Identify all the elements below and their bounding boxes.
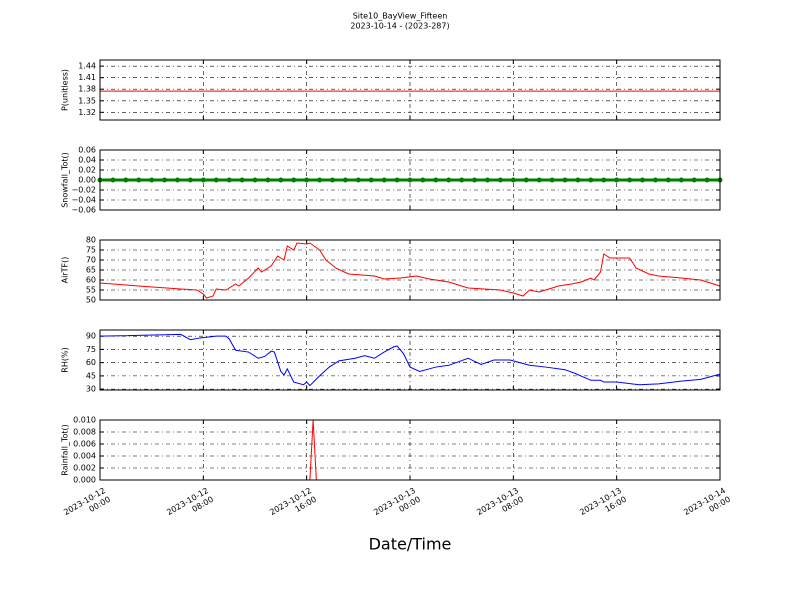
y-tick-label: 55 — [86, 286, 96, 295]
data-point — [485, 177, 490, 183]
data-point — [549, 177, 555, 183]
data-point — [136, 177, 142, 183]
y-tick-label: 0.004 — [73, 452, 96, 461]
y-tick-label: 75 — [86, 246, 96, 255]
data-line — [99, 333, 721, 387]
y-tick-label: 1.35 — [78, 96, 96, 105]
data-point — [175, 177, 180, 183]
data-point — [588, 177, 594, 183]
data-point — [368, 177, 374, 183]
y-axis-label: Snowfall_Tot() — [61, 152, 70, 208]
data-point — [123, 177, 129, 183]
data-point — [213, 177, 219, 183]
data-point — [497, 177, 503, 183]
y-tick-label: 75 — [86, 345, 96, 354]
data-point — [420, 177, 426, 183]
data-point — [317, 177, 323, 183]
data-point — [652, 177, 658, 183]
data-point — [627, 177, 633, 183]
y-axis-label: P(unitless) — [61, 69, 70, 111]
y-tick-label: 0.008 — [73, 428, 96, 437]
data-point — [239, 177, 245, 183]
y-tick-label: 1.44 — [78, 62, 96, 71]
y-tick-label: 0.002 — [73, 464, 96, 473]
data-point — [433, 177, 439, 183]
data-point — [187, 177, 193, 183]
y-tick-label: 60 — [86, 358, 96, 367]
data-point — [459, 177, 465, 183]
data-point — [640, 177, 645, 183]
data-point — [381, 177, 387, 183]
plot-frame — [99, 149, 721, 211]
plot-frame — [99, 239, 721, 301]
y-tick-label: 65 — [86, 266, 96, 275]
data-point — [575, 177, 581, 183]
y-tick-label: 30 — [86, 385, 96, 394]
data-point — [446, 177, 452, 183]
data-point — [704, 177, 710, 183]
data-point — [291, 177, 297, 183]
data-point — [665, 177, 671, 183]
y-tick-label: 70 — [86, 256, 96, 265]
x-axis-label: Date/Time — [369, 535, 452, 554]
y-tick-label: 0.04 — [78, 156, 96, 165]
data-point — [342, 177, 348, 183]
data-point — [523, 177, 529, 183]
data-point — [691, 177, 697, 183]
y-tick-label: 1.32 — [78, 108, 96, 117]
plot-frame — [99, 59, 721, 121]
data-point — [407, 177, 413, 183]
y-tick-label: 0.06 — [78, 146, 96, 155]
y-tick-label: 45 — [86, 371, 96, 380]
data-point — [110, 177, 116, 183]
data-point — [200, 177, 206, 183]
data-point — [536, 177, 542, 183]
data-point — [510, 177, 516, 183]
y-tick-label: 0.00 — [78, 176, 96, 185]
y-tick-label: −0.06 — [71, 206, 96, 215]
data-point — [149, 177, 155, 183]
plot-frame — [99, 419, 721, 481]
y-tick-label: 1.41 — [78, 73, 96, 82]
data-point — [394, 177, 400, 183]
y-tick-label: −0.04 — [71, 196, 96, 205]
plot-frame — [99, 329, 721, 391]
y-tick-label: 90 — [86, 332, 96, 341]
data-point — [330, 177, 335, 183]
y-tick-label: 80 — [86, 236, 96, 245]
data-point — [678, 177, 684, 183]
data-point — [265, 177, 271, 183]
data-point — [252, 177, 258, 183]
data-point — [614, 177, 620, 183]
y-tick-label: 60 — [86, 276, 96, 285]
data-line — [99, 242, 721, 299]
chart-title: Site10_BayView_Fifteen — [353, 12, 448, 21]
y-tick-label: 0.010 — [73, 416, 96, 425]
data-point — [162, 177, 168, 183]
data-point — [278, 177, 284, 183]
y-axis-label: Rainfall_Tot() — [61, 424, 70, 476]
data-point — [562, 177, 568, 183]
data-point — [601, 177, 607, 183]
data-point — [226, 177, 232, 183]
y-tick-label: 0.02 — [78, 166, 96, 175]
y-axis-label: AirTF() — [61, 257, 70, 284]
data-point — [355, 177, 361, 183]
y-tick-label: 1.38 — [78, 85, 96, 94]
y-axis-label: RH(%) — [61, 347, 70, 372]
y-tick-label: 50 — [86, 296, 96, 305]
y-tick-label: −0.02 — [71, 186, 96, 195]
y-tick-label: 0.000 — [73, 476, 96, 485]
y-tick-label: 0.006 — [73, 440, 96, 449]
data-point — [472, 177, 478, 183]
data-point — [304, 177, 310, 183]
chart-subtitle: 2023-10-14 - (2023-287) — [350, 22, 449, 31]
